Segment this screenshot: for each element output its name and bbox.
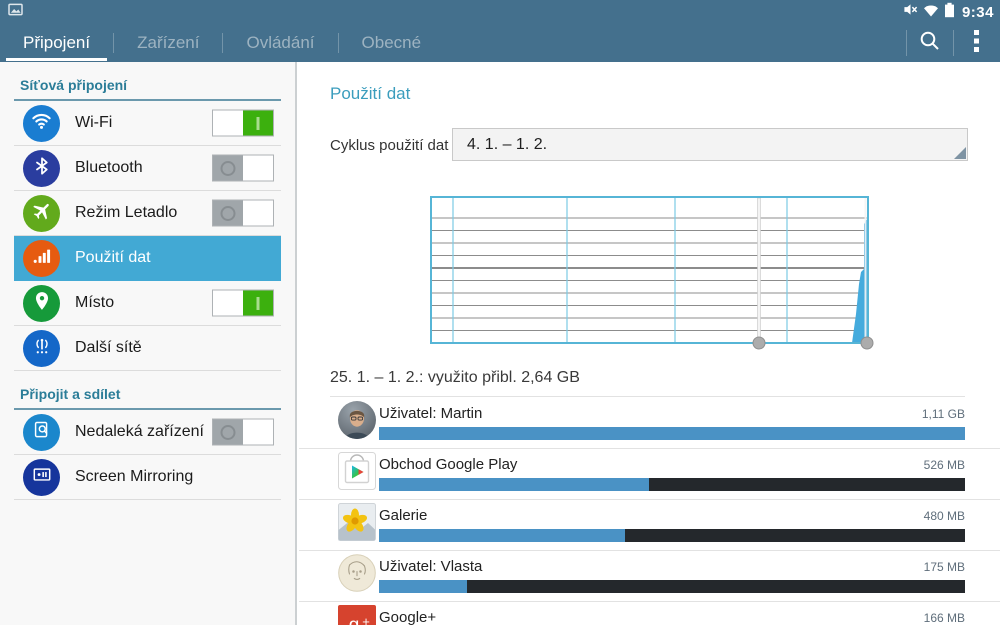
usage-bar bbox=[379, 529, 965, 542]
overflow-menu-icon bbox=[974, 29, 980, 57]
sidebar-item-screen-mirroring[interactable]: Screen Mirroring bbox=[14, 455, 281, 500]
airplane-mode-toggle[interactable] bbox=[212, 199, 274, 227]
sidebar-item-airplane-mode[interactable]: Režim Letadlo bbox=[14, 191, 281, 236]
app-data-value: 526 MB bbox=[923, 458, 965, 472]
clock: 9:34 bbox=[961, 3, 994, 21]
location-icon bbox=[31, 290, 53, 317]
section-title-network: Síťová připojení bbox=[14, 62, 281, 101]
app-data-value: 175 MB bbox=[923, 560, 965, 574]
sidebar-item-bluetooth[interactable]: Bluetooth bbox=[14, 146, 281, 191]
graph-range-handle[interactable] bbox=[752, 336, 766, 350]
tab-divider bbox=[222, 33, 224, 53]
airplane-icon bbox=[31, 200, 53, 227]
cycle-label: Cyklus použití dat bbox=[330, 137, 449, 154]
tab-bar: Připojení Zařízení Ovládání Obecné bbox=[0, 24, 1000, 62]
graph-range-handle[interactable] bbox=[860, 336, 874, 350]
svg-text:+: + bbox=[362, 614, 370, 625]
usage-list-item[interactable]: Uživatel: Vlasta 175 MB bbox=[299, 551, 1000, 602]
sidebar-item-data-usage[interactable]: Použití dat bbox=[14, 236, 281, 281]
section-title-share: Připojit a sdílet bbox=[14, 371, 281, 410]
screenshot-notification-icon bbox=[8, 3, 23, 21]
cycle-dropdown[interactable]: 4. 1. – 1. 2. bbox=[452, 128, 968, 161]
data-usage-panel: Použití dat Cyklus použití dat 4. 1. – 1… bbox=[299, 62, 1000, 625]
usage-bar bbox=[379, 478, 965, 491]
action-divider bbox=[953, 30, 954, 56]
location-toggle[interactable] bbox=[212, 289, 274, 317]
bluetooth-icon bbox=[31, 155, 53, 182]
tab-controls[interactable]: Ovládání bbox=[246, 33, 315, 52]
dropdown-corner-icon bbox=[954, 147, 966, 159]
sidebar-item-nearby-devices[interactable]: Nedaleká zařízení bbox=[14, 410, 281, 455]
usage-bar bbox=[379, 580, 965, 593]
tab-divider bbox=[113, 33, 115, 53]
app-data-value: 480 MB bbox=[923, 509, 965, 523]
usage-graph[interactable] bbox=[430, 196, 874, 354]
usage-list-item[interactable]: Obchod Google Play 526 MB bbox=[299, 449, 1000, 500]
sidebar-item-more-networks[interactable]: Další sítě bbox=[14, 326, 281, 371]
wifi-status-icon bbox=[923, 3, 939, 22]
page-title: Použití dat bbox=[330, 84, 411, 103]
usage-summary: 25. 1. – 1. 2.: využito přibl. 2,64 GB bbox=[330, 369, 580, 386]
overflow-menu-button[interactable] bbox=[954, 24, 1000, 62]
cycle-value: 4. 1. – 1. 2. bbox=[467, 135, 548, 153]
usage-bar bbox=[379, 427, 965, 440]
gallery-icon bbox=[338, 503, 376, 541]
battery-icon bbox=[944, 2, 955, 23]
data-usage-icon bbox=[31, 245, 53, 272]
app-data-value: 1,11 GB bbox=[921, 407, 965, 421]
usage-list-item[interactable]: g+ Google+ 166 MB bbox=[299, 602, 1000, 625]
google-play-icon bbox=[338, 452, 376, 490]
tab-general[interactable]: Obecné bbox=[361, 33, 422, 52]
settings-sidebar: Síťová připojení Wi-Fi Bluetooth Režim L… bbox=[0, 62, 297, 625]
divider bbox=[330, 396, 965, 397]
nearby-devices-icon bbox=[31, 419, 53, 446]
avatar bbox=[338, 554, 376, 592]
action-divider bbox=[906, 30, 907, 56]
wifi-icon bbox=[30, 109, 53, 137]
search-button[interactable] bbox=[907, 24, 953, 62]
google-plus-icon: g+ bbox=[338, 605, 376, 625]
nearby-devices-toggle[interactable] bbox=[212, 418, 274, 446]
mute-icon bbox=[903, 2, 918, 22]
app-name: Galerie bbox=[379, 507, 428, 524]
svg-text:g: g bbox=[349, 615, 360, 625]
top-bar: 9:34 Připojení Zařízení Ovládání Obecné bbox=[0, 0, 1000, 62]
screen-mirroring-icon bbox=[31, 464, 53, 491]
usage-list-item[interactable]: Galerie 480 MB bbox=[299, 500, 1000, 551]
app-name: Google+ bbox=[379, 609, 437, 625]
avatar bbox=[338, 401, 376, 439]
tab-connections[interactable]: Připojení bbox=[0, 24, 113, 62]
bluetooth-toggle[interactable] bbox=[212, 154, 274, 182]
wifi-toggle[interactable] bbox=[212, 109, 274, 137]
tab-device[interactable]: Zařízení bbox=[137, 33, 200, 52]
tab-divider bbox=[337, 33, 339, 53]
status-bar: 9:34 bbox=[0, 0, 1000, 24]
app-data-value: 166 MB bbox=[923, 611, 965, 625]
app-name: Uživatel: Martin bbox=[379, 405, 483, 422]
search-icon bbox=[918, 29, 942, 58]
app-name: Obchod Google Play bbox=[379, 456, 518, 473]
sidebar-item-location[interactable]: Místo bbox=[14, 281, 281, 326]
app-name: Uživatel: Vlasta bbox=[379, 558, 483, 575]
more-networks-icon bbox=[31, 335, 53, 362]
usage-list-item[interactable]: Uživatel: Martin 1,11 GB bbox=[299, 398, 1000, 449]
sidebar-item-wifi[interactable]: Wi-Fi bbox=[14, 101, 281, 146]
